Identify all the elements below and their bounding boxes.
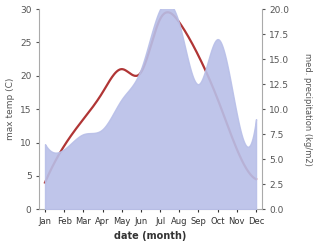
Y-axis label: med. precipitation (kg/m2): med. precipitation (kg/m2) — [303, 53, 313, 165]
X-axis label: date (month): date (month) — [114, 231, 187, 242]
Y-axis label: max temp (C): max temp (C) — [5, 78, 15, 140]
